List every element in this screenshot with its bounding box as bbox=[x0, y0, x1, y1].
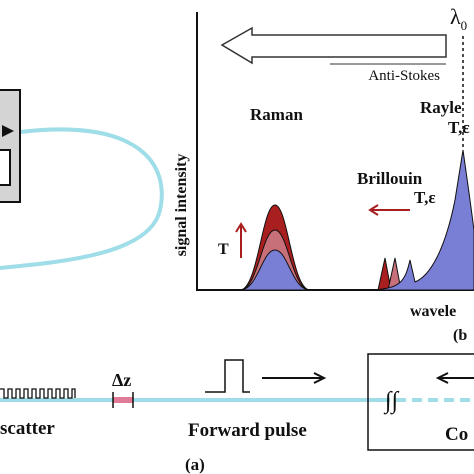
brillouin-sensitivity: T,ε bbox=[414, 188, 436, 207]
source-inner bbox=[0, 149, 11, 186]
lambda-label: λ0 bbox=[450, 4, 467, 33]
anti-stokes-label: Anti-Stokes bbox=[368, 68, 440, 84]
brillouin-arrow bbox=[368, 204, 410, 216]
panel-b-label: (b bbox=[453, 327, 467, 344]
pulse-arrow bbox=[262, 372, 327, 384]
raman-label: Raman bbox=[250, 105, 303, 124]
anti-stokes-arrow bbox=[220, 26, 447, 65]
x-axis-label: wavele bbox=[410, 303, 456, 320]
panel-a-label: (a) bbox=[185, 455, 205, 474]
fiber-loop bbox=[0, 127, 164, 270]
raman-peak-low bbox=[239, 249, 311, 291]
detector-box bbox=[367, 353, 474, 451]
integral-symbol: ∫∫ bbox=[383, 388, 400, 415]
pulse-label: Forward pulse bbox=[188, 420, 307, 441]
source-arrow bbox=[2, 125, 14, 137]
backscatter-train bbox=[0, 388, 76, 399]
y-axis-label: signal intensity bbox=[173, 154, 190, 257]
resolution-label: Δz bbox=[112, 370, 131, 390]
rayleigh-label: Rayle bbox=[420, 98, 462, 117]
rayleigh-sensitivity: T,ε bbox=[448, 118, 470, 137]
rayleigh-peak bbox=[373, 149, 474, 291]
lambda-symbol: λ bbox=[450, 4, 461, 29]
temperature-label: T bbox=[218, 241, 229, 258]
forward-pulse bbox=[205, 359, 250, 393]
detector-label: Co bbox=[445, 424, 468, 445]
return-arrow bbox=[435, 372, 474, 384]
backscatter-label: scatter bbox=[0, 418, 55, 439]
temperature-arrow bbox=[235, 222, 247, 258]
brillouin-label: Brillouin bbox=[357, 169, 423, 188]
lambda-subscript: 0 bbox=[461, 18, 468, 33]
